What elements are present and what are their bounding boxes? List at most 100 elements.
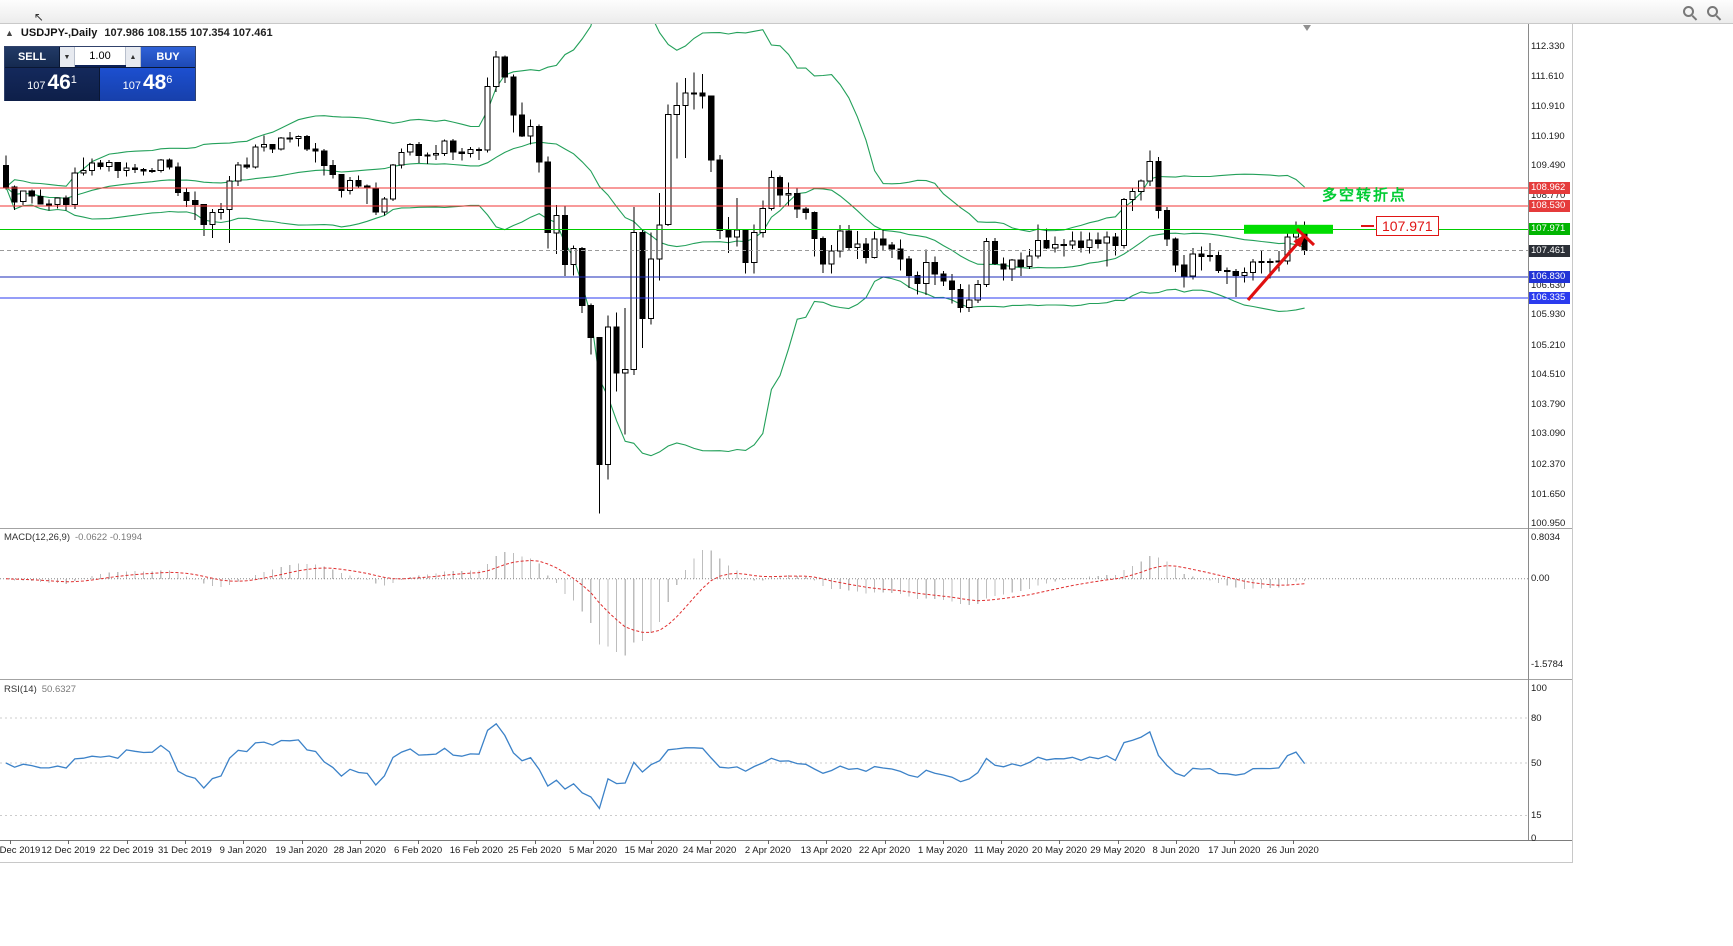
date-tick xyxy=(243,840,245,844)
level-lines[interactable] xyxy=(0,187,1528,299)
price-axis-label: 109.490 xyxy=(1531,160,1566,172)
date-axis-label: 13 Apr 2020 xyxy=(800,845,852,856)
oct-collapse-icon[interactable]: ▲ xyxy=(5,28,14,38)
buy-price-sup: 6 xyxy=(166,74,173,86)
date-axis-label: 5 Mar 2020 xyxy=(568,845,618,856)
date-axis-label: 22 Dec 2019 xyxy=(99,845,154,856)
red-arrow-annotation[interactable] xyxy=(1246,227,1316,302)
date-axis-label: 15 Mar 2020 xyxy=(624,845,678,856)
date-axis-label: 16 Feb 2020 xyxy=(449,845,504,856)
annotation-price-label[interactable]: 107.971 xyxy=(1376,216,1439,236)
date-tick xyxy=(709,840,711,844)
date-tick xyxy=(1001,840,1003,844)
date-tick xyxy=(884,840,886,844)
price-axis-label: 105.210 xyxy=(1531,339,1566,351)
date-axis-label: 6 Feb 2020 xyxy=(394,845,443,856)
rsi-indicator-pane[interactable] xyxy=(0,681,1528,840)
price-axis-label: 104.510 xyxy=(1531,368,1566,380)
price-axis-label: 101.650 xyxy=(1531,488,1566,500)
buy-price-prefix: 107 xyxy=(122,80,141,92)
toolbar-right-group xyxy=(1681,4,1721,20)
rsi-scale-label: 15 xyxy=(1531,810,1542,821)
pane-separator[interactable] xyxy=(0,528,1572,529)
date-axis-label: 29 May 2020 xyxy=(1090,845,1146,856)
date-tick xyxy=(651,840,653,844)
price-axis-border xyxy=(1528,24,1529,840)
date-tick xyxy=(767,840,769,844)
green-zone-annotation[interactable] xyxy=(1244,224,1333,234)
candlestick-chart[interactable] xyxy=(0,24,1528,527)
date-tick xyxy=(1117,840,1119,844)
price-axis-tag: 106.335 xyxy=(1529,291,1570,304)
price-axis-tag: 108.530 xyxy=(1529,199,1570,212)
bollinger-bands[interactable] xyxy=(5,24,1305,457)
price-axis-label: 108.770 xyxy=(1531,190,1566,202)
symbol-period-label: USDJPY-,Daily xyxy=(20,27,98,39)
date-axis-label: 31 Dec 2019 xyxy=(157,845,212,856)
price-axis-label: 105.930 xyxy=(1531,309,1566,321)
date-axis-label: 28 Jan 2020 xyxy=(333,845,386,856)
date-tick xyxy=(942,840,944,844)
date-tick xyxy=(359,840,361,844)
sell-price-sup: 1 xyxy=(70,74,77,86)
price-axis-label: 102.370 xyxy=(1531,458,1566,470)
rsi-scale-label: 100 xyxy=(1531,682,1547,694)
buy-price-big: 48 xyxy=(142,71,167,94)
candles[interactable] xyxy=(2,50,1308,514)
date-axis-label: 25 Feb 2020 xyxy=(508,845,562,856)
date-axis-label: 20 May 2020 xyxy=(1031,845,1087,856)
volume-decrease-button[interactable]: ▼ xyxy=(60,47,75,67)
price-axis-tag: 107.971 xyxy=(1529,223,1570,236)
macd-signal-line xyxy=(5,559,1305,633)
price-axis-label: 100.950 xyxy=(1531,518,1566,530)
annotation-connector xyxy=(1361,225,1374,227)
volume-input[interactable] xyxy=(75,47,126,65)
macd-scale-min: -1.5784 xyxy=(1531,659,1564,670)
date-tick xyxy=(1292,840,1294,844)
date-axis-label: 11 May 2020 xyxy=(973,845,1029,856)
price-axis-label: 110.190 xyxy=(1531,130,1565,142)
date-axis-separator xyxy=(0,840,1572,841)
sell-price-big: 46 xyxy=(47,71,71,94)
date-axis-label: 19 Jan 2020 xyxy=(275,845,328,856)
cursor-icon[interactable]: ↖ xyxy=(33,9,44,24)
community-search-icon[interactable] xyxy=(1705,4,1721,20)
date-axis-label: 17 Jun 2020 xyxy=(1208,845,1261,856)
rsi-scale-label: 0 xyxy=(1531,832,1537,844)
one-click-trading-panel: SELL ▼ ▲ BUY 107 46 1 107 48 6 xyxy=(4,46,196,101)
macd-indicator-pane[interactable] xyxy=(0,530,1528,678)
date-axis-label: 1 May 2020 xyxy=(917,845,968,856)
chart-shift-marker[interactable] xyxy=(1303,25,1311,31)
date-tick xyxy=(534,840,536,844)
chart-window: ▲ USDJPY-,Daily 107.986 108.155 107.354 … xyxy=(0,24,1573,863)
top-toolbar: ▤▦◆新订单▥▦◎▶自动交易‖╫∼⊕⊖⊞+◔▧↖+│─╱∥ƒ▭A↗M1M5M15… xyxy=(0,0,1733,437)
ohlc-quote-label: 107.986 108.155 107.354 107.461 xyxy=(104,27,273,39)
date-tick xyxy=(301,840,303,844)
price-axis-tag: 106.830 xyxy=(1529,271,1570,284)
price-axis-tag: 107.461 xyxy=(1529,244,1570,257)
price-axis-label: 106.630 xyxy=(1531,280,1566,292)
date-axis-label: 8 Jun 2020 xyxy=(1152,845,1200,856)
sell-price[interactable]: 107 46 1 xyxy=(5,68,100,101)
date-tick xyxy=(1234,840,1236,844)
sell-button[interactable]: SELL xyxy=(5,47,60,67)
macd-scale-zero: 0.00 xyxy=(1531,573,1550,585)
date-axis-label: 26 Jun 2020 xyxy=(1266,845,1319,856)
date-axis-label: 24 Mar 2020 xyxy=(682,845,737,856)
buy-price[interactable]: 107 48 6 xyxy=(100,68,195,101)
price-axis-label: 110.910 xyxy=(1531,100,1565,112)
date-tick xyxy=(184,840,186,844)
annotation-text-cn[interactable]: 多空转折点 xyxy=(1322,187,1408,204)
date-tick xyxy=(1176,840,1177,844)
macd-histogram xyxy=(14,550,1306,656)
pane-separator[interactable] xyxy=(0,679,1572,680)
date-axis-label: 2 Apr 2020 xyxy=(744,845,791,856)
volume-increase-button[interactable]: ▲ xyxy=(126,47,141,67)
rsi-label: RSI(14) 50.6327 xyxy=(4,684,77,695)
price-axis-label: 112.330 xyxy=(1531,41,1565,53)
date-tick xyxy=(593,840,594,844)
date-axis-label: 22 Apr 2020 xyxy=(858,845,911,856)
buy-button[interactable]: BUY xyxy=(141,47,195,67)
search-icon[interactable] xyxy=(1681,4,1697,20)
date-tick xyxy=(10,840,11,844)
